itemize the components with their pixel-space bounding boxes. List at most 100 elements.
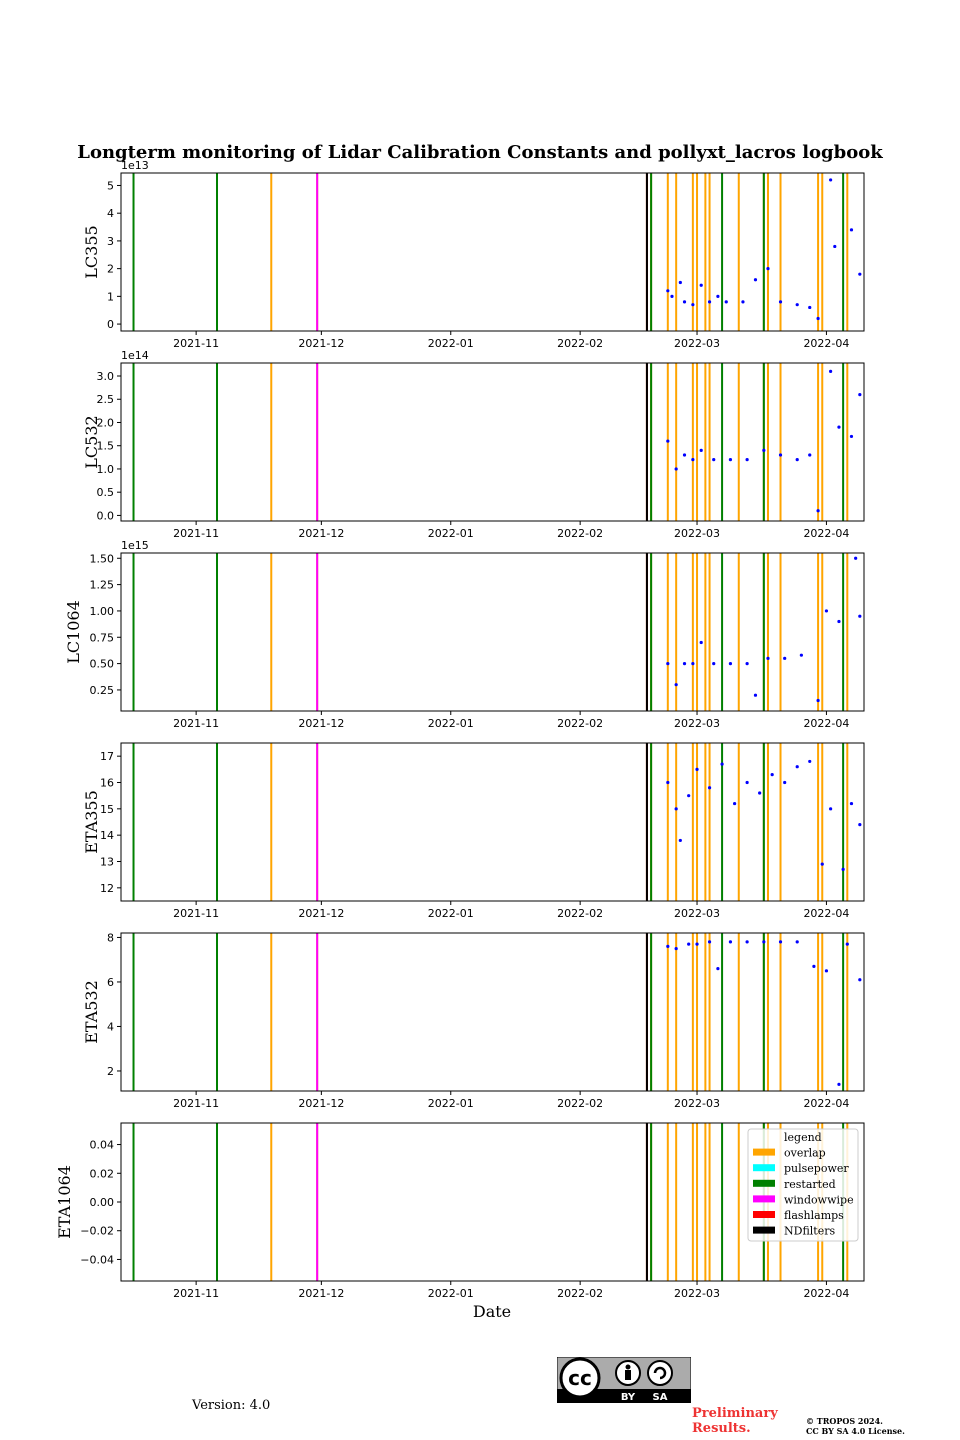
data-point <box>766 267 770 271</box>
legend-label-NDfilters: NDfilters <box>784 1225 835 1238</box>
data-point <box>674 807 678 811</box>
data-point <box>841 867 845 872</box>
cc-logo-text: cc <box>568 1366 592 1390</box>
legend-swatch-NDfilters <box>753 1226 775 1234</box>
data-point <box>833 244 837 249</box>
panel-eta355: 12 13 14 15 16 17 2021-11 2021-12 2022-01 2022-02… <box>82 742 865 920</box>
legend-label-overlap: overlap <box>784 1147 826 1160</box>
data-point <box>795 303 799 307</box>
y-tick-label: 0.75 <box>90 631 115 644</box>
data-point <box>691 303 695 307</box>
x-tick-label: 2022-01 <box>428 337 474 350</box>
data-point <box>858 393 862 397</box>
copyright-line-1: © TROPOS 2024. <box>806 1416 883 1426</box>
y-tick-label: −0.02 <box>80 1225 114 1238</box>
y-tick-label: 2 <box>107 263 114 276</box>
data-point <box>682 453 687 457</box>
x-tick-label: 2021-11 <box>173 1287 219 1300</box>
data-point <box>687 942 691 946</box>
cc-logo-icon <box>559 1357 601 1399</box>
panel-eta532: 2 4 6 8 2021-11 2021-12 2022-01 2022-02 2022-03 2… <box>82 931 865 1110</box>
data-point <box>712 662 716 666</box>
data-point <box>699 448 703 452</box>
x-tick-label: 2022-02 <box>557 717 603 730</box>
data-point <box>707 300 712 304</box>
data-point <box>716 967 720 971</box>
data-point <box>829 369 833 373</box>
copyright-note: © TROPOS 2024. CC BY SA 4.0 License. <box>806 1416 956 1436</box>
y-axis-label: ETA1064 <box>55 1165 74 1239</box>
x-tick-label: 2021-12 <box>298 337 344 350</box>
legend-label-pulsepower: pulsepower <box>784 1162 849 1175</box>
y-tick-label: 16 <box>100 777 114 790</box>
data-point <box>854 556 858 560</box>
x-tick-label: 2022-01 <box>428 1097 474 1110</box>
version-label: Version: 4.0 <box>192 1398 271 1413</box>
data-point <box>762 448 766 452</box>
data-point <box>666 439 670 443</box>
x-tick-label: 2022-03 <box>674 907 720 920</box>
data-point <box>678 280 682 285</box>
data-point <box>682 662 687 666</box>
data-point <box>699 283 703 287</box>
data-point <box>795 765 799 769</box>
data-point <box>858 823 862 827</box>
data-point <box>824 609 829 613</box>
y-multiplier-label: 1e15 <box>121 539 149 552</box>
x-tick-label: 2022-02 <box>557 1097 603 1110</box>
y-multiplier-label: 1e13 <box>121 159 149 172</box>
y-axis-label: ETA355 <box>82 790 101 854</box>
data-point <box>670 294 674 298</box>
x-tick-label: 2021-11 <box>173 337 219 350</box>
y-tick-label: 6 <box>107 976 114 989</box>
data-point <box>820 862 824 866</box>
data-point <box>816 698 820 703</box>
legend-title: legend <box>784 1131 822 1144</box>
data-point <box>687 794 691 798</box>
x-tick-label: 2022-04 <box>803 527 849 540</box>
legend-swatch-pulsepower <box>753 1164 775 1172</box>
data-point <box>666 289 670 293</box>
data-point <box>858 272 862 276</box>
by-person-icon-body <box>625 1370 631 1380</box>
data-point <box>812 964 816 968</box>
x-tick-label: 2021-11 <box>173 717 219 730</box>
data-point <box>707 786 712 790</box>
data-point <box>753 278 758 282</box>
x-tick-label: 2022-03 <box>674 337 720 350</box>
data-point <box>674 467 678 471</box>
x-tick-label: 2021-12 <box>298 907 344 920</box>
y-tick-label: 0.02 <box>90 1167 115 1180</box>
data-point <box>770 773 774 777</box>
cc-by-label: BY <box>621 1392 636 1403</box>
x-tick-label: 2022-01 <box>428 717 474 730</box>
y-tick-label: 1.0 <box>97 463 115 476</box>
x-tick-label: 2022-02 <box>557 1287 603 1300</box>
data-point <box>728 458 733 462</box>
data-point <box>691 458 695 462</box>
data-point <box>858 614 862 618</box>
data-point <box>849 801 854 806</box>
data-point <box>695 942 699 946</box>
x-tick-label: 2021-12 <box>298 717 344 730</box>
cc-by-sa-badge: cc BY SA <box>557 1357 691 1403</box>
panel-lc532: 0.0 0.5 1.0 1.5 2.0 2.5 3.0 2021-11 2021-12 2022-… <box>82 349 865 540</box>
axes-frame <box>120 362 865 522</box>
y-tick-label: 0 <box>107 318 114 331</box>
data-point <box>695 767 699 771</box>
x-tick-label: 2022-04 <box>803 1287 849 1300</box>
axes-frame <box>120 932 865 1092</box>
data-point <box>666 662 670 666</box>
y-tick-label: 5 <box>107 179 114 192</box>
data-point <box>766 656 770 660</box>
data-point <box>824 969 829 973</box>
panel-lc355: 0 1 2 3 4 5 2021-11 2021-12 2022-01 2022-02 2022-0… <box>82 159 865 350</box>
x-tick-label: 2022-04 <box>803 1097 849 1110</box>
x-tick-label: 2022-02 <box>557 337 603 350</box>
axes-frame <box>120 172 865 332</box>
sa-share-arrow-icon <box>653 1366 667 1380</box>
data-point <box>762 940 766 944</box>
x-tick-label: 2022-04 <box>803 337 849 350</box>
legend-label-restarted: restarted <box>784 1178 836 1191</box>
